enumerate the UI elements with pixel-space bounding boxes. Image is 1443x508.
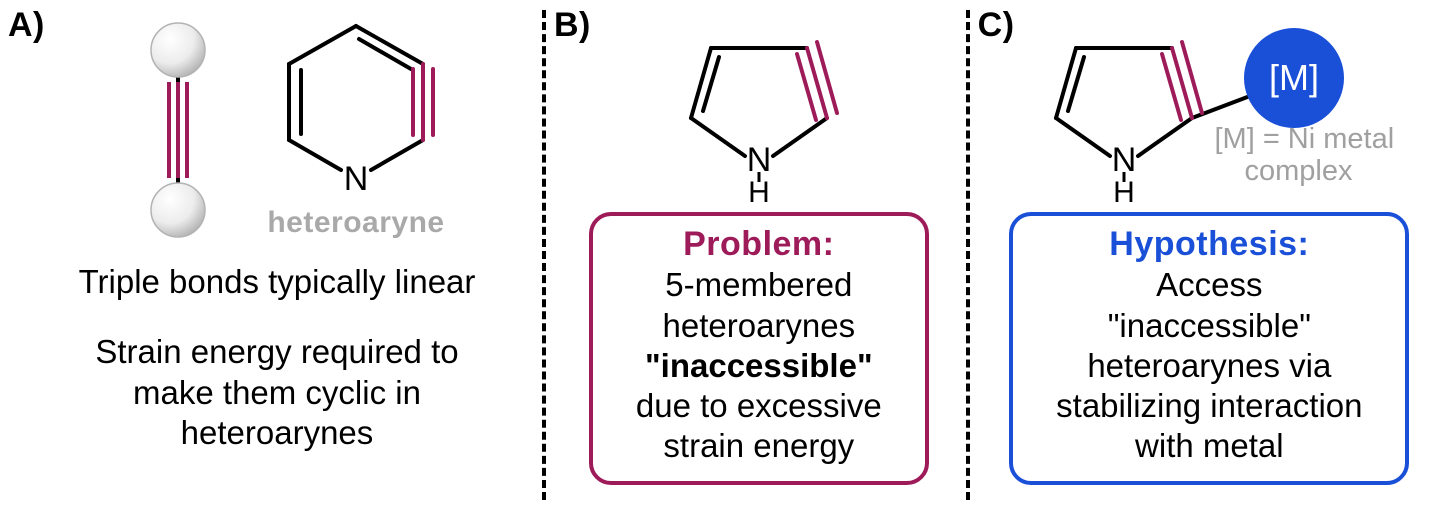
panel-c: C) bbox=[970, 0, 1443, 508]
svg-text:[M]: [M] bbox=[1269, 57, 1319, 98]
panel-a: A) bbox=[0, 0, 542, 508]
problem-box: Problem: 5-membered heteroarynes "inacce… bbox=[589, 212, 929, 485]
linear-alkyne-icon bbox=[133, 20, 223, 240]
m-note-line2: complex bbox=[1214, 155, 1352, 187]
panel-a-text2: Strain energy required to bbox=[95, 332, 458, 372]
panel-a-text1: Triple bonds typically linear bbox=[79, 262, 476, 302]
panel-label-a: A) bbox=[8, 6, 45, 45]
panel-a-text4: heteroarynes bbox=[181, 413, 374, 453]
problem-line3: "inaccessible" bbox=[645, 347, 873, 384]
panel-label-b: B) bbox=[554, 6, 591, 45]
hypothesis-line4: stabilizing interaction bbox=[1056, 387, 1362, 424]
problem-line4: due to excessive bbox=[636, 387, 882, 424]
svg-text:N: N bbox=[344, 160, 369, 198]
problem-title: Problem: bbox=[609, 224, 909, 265]
hypothesis-line2: "inaccessible" bbox=[1108, 307, 1311, 344]
hypothesis-line5: with metal bbox=[1135, 427, 1284, 464]
panel-a-scheme: N heteroaryne bbox=[133, 12, 461, 240]
metal-footnote: [M] = Ni metal complex bbox=[1214, 124, 1394, 188]
problem-line5: strain energy bbox=[663, 427, 854, 464]
hypothesis-line1: Access bbox=[1156, 266, 1262, 303]
panel-a-text3: make them cyclic in bbox=[133, 373, 421, 413]
hypothesis-line3: heteroarynes via bbox=[1087, 347, 1331, 384]
pyrrole-aryne-icon: N H bbox=[659, 6, 859, 206]
problem-line1: 5-membered bbox=[665, 266, 852, 303]
m-note-line1: [M] = Ni metal bbox=[1214, 123, 1394, 155]
hypothesis-title: Hypothesis: bbox=[1029, 224, 1389, 265]
problem-line2: heteroarynes bbox=[663, 307, 856, 344]
figure-root: A) bbox=[0, 0, 1443, 508]
panel-b: B) N H Problem: 5-member bbox=[546, 0, 966, 508]
panel-label-c: C) bbox=[978, 6, 1015, 45]
heteroaryne-label: heteroaryne bbox=[267, 206, 444, 240]
hypothesis-box: Hypothesis: Access "inaccessible" hetero… bbox=[1009, 212, 1409, 485]
pyridyne-icon: N bbox=[251, 12, 461, 212]
